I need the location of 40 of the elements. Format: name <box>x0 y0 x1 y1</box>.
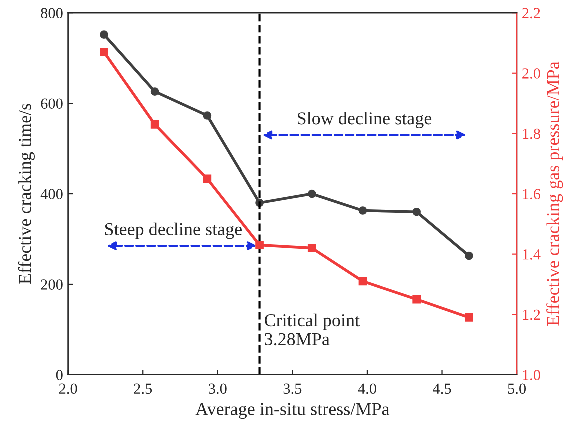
point <box>203 112 212 120</box>
point <box>100 48 108 56</box>
point <box>465 313 474 322</box>
y-tick-label: 200 <box>41 280 63 290</box>
x-tick-label: 3.0 <box>209 384 227 394</box>
ref-line-label: Critical point 3.28MPa <box>265 314 360 346</box>
y2-tick-label: 1.8 <box>523 128 540 140</box>
annotation: Slow decline stage <box>298 112 432 128</box>
x-tick-label: 4.0 <box>358 384 376 394</box>
x-tick-label: 2.5 <box>134 384 152 394</box>
x-tick-label: 3.5 <box>284 384 302 394</box>
point <box>150 88 160 96</box>
y2-tick-label: 1.6 <box>523 189 541 200</box>
point <box>256 241 264 250</box>
y2-tick-label: 1.4 <box>523 250 541 260</box>
point <box>412 295 421 304</box>
y2-tick-label: 2.0 <box>522 68 540 79</box>
x-tick-label: 2.0 <box>59 384 78 394</box>
y2-tick-label: 2.2 <box>522 8 540 19</box>
x-axis-title: Average in-situ stress/MPa <box>196 403 390 420</box>
y2-axis-title: Effective cracking gas pressure/MPa <box>546 62 564 326</box>
y-tick-label: 400 <box>40 189 63 200</box>
point <box>308 190 316 198</box>
y2-tick-label: 1.0 <box>523 370 540 380</box>
y-tick-label: 600 <box>41 98 63 109</box>
point <box>203 174 212 184</box>
x-tick-label: 4.5 <box>433 384 452 394</box>
y-axis-title: Effective cracking time/s <box>18 104 35 284</box>
point <box>358 277 368 286</box>
annotation: Steep decline stage <box>105 222 242 240</box>
y-tick-label: 0 <box>56 370 63 380</box>
point <box>308 244 316 252</box>
point <box>465 252 474 260</box>
point <box>100 30 108 39</box>
y2-tick-label: 1.2 <box>523 310 540 320</box>
point <box>412 208 421 216</box>
y-tick-label: 800 <box>41 8 63 19</box>
point <box>150 120 160 129</box>
x-tick-label: 5.0 <box>508 384 526 394</box>
point <box>358 206 368 215</box>
